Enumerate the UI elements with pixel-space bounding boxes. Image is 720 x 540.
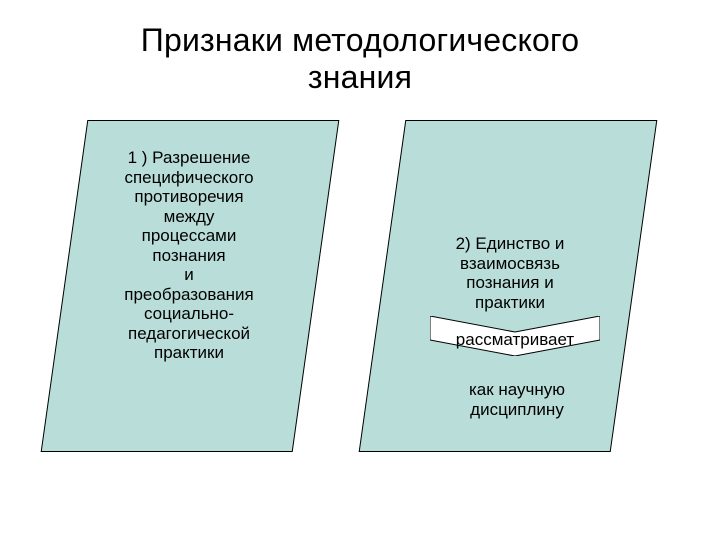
slide-stage: Признаки методологическогознания 1 ) Раз…	[0, 0, 720, 540]
feature-block-2: 2) Единство ивзаимосвязьпознания ипракти…	[382, 120, 632, 450]
feature-1-text: 1 ) Разрешениеспецифическогопротиворечия…	[104, 148, 274, 363]
feature-2-text-top: 2) Единство ивзаимосвязьпознания ипракти…	[430, 234, 590, 312]
slide-title: Признаки методологическогознания	[0, 22, 720, 96]
feature-2-text-mid: рассматривает	[430, 330, 600, 350]
feature-2-text-bottom: как научнуюдисциплину	[442, 380, 592, 419]
feature-block-1: 1 ) Разрешениеспецифическогопротиворечия…	[64, 120, 314, 450]
